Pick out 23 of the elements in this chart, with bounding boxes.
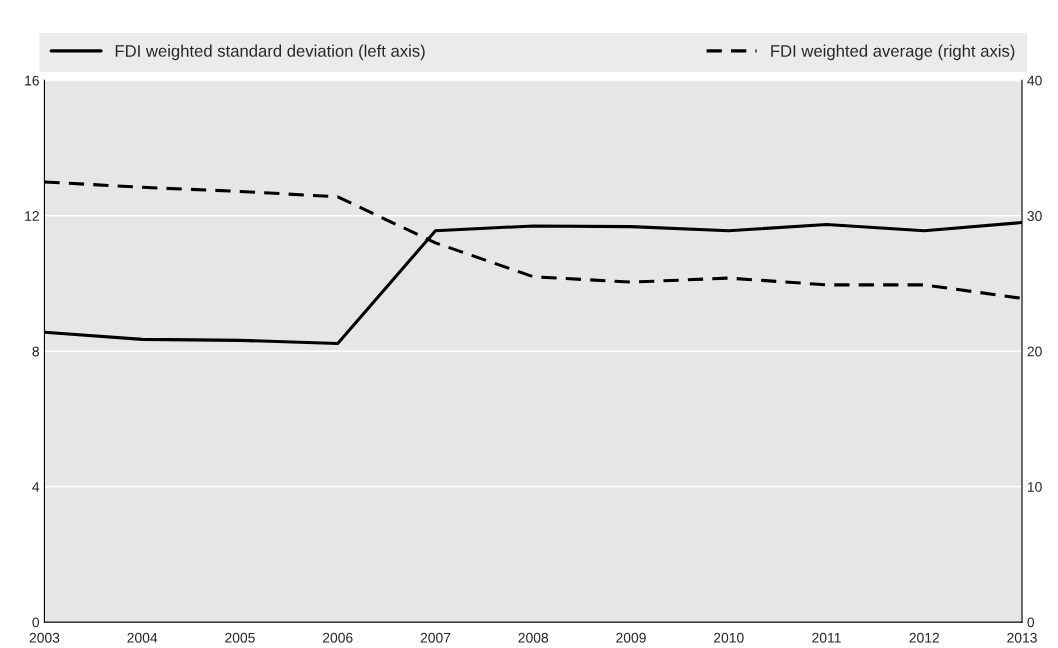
legend-label: FDI weighted standard deviation (left axis) bbox=[115, 44, 425, 61]
y-tick-label: 16 bbox=[25, 75, 39, 86]
x-tick-label: 2006 bbox=[322, 632, 353, 643]
x-tick-label: 2008 bbox=[518, 632, 549, 643]
y2-tick-label: 40 bbox=[1027, 75, 1042, 86]
y-tick-label: 4 bbox=[32, 482, 40, 492]
x-tick-label: 2010 bbox=[714, 632, 744, 643]
x-tick-label: 2007 bbox=[420, 632, 451, 643]
x-tick-label: 2012 bbox=[909, 632, 940, 643]
x-tick-label: 2013 bbox=[1007, 632, 1037, 643]
x-tick-label: 2011 bbox=[812, 632, 841, 643]
y-tick-label: 8 bbox=[32, 346, 39, 357]
x-tick-label: 2005 bbox=[225, 632, 255, 643]
x-tick-label: 2009 bbox=[616, 632, 646, 643]
y-tick-label: 0 bbox=[32, 617, 40, 628]
y2-tick-label: 20 bbox=[1027, 346, 1042, 357]
y2-tick-label: 30 bbox=[1027, 211, 1042, 221]
y2-tick-label: 0 bbox=[1027, 617, 1035, 628]
x-tick-label: 2004 bbox=[127, 632, 158, 643]
y2-tick-label: 10 bbox=[1027, 481, 1042, 492]
legend-label: FDI weighted average (right axis) bbox=[771, 44, 1015, 61]
x-tick-label: 2003 bbox=[29, 632, 60, 643]
y-tick-label: 12 bbox=[25, 211, 39, 221]
